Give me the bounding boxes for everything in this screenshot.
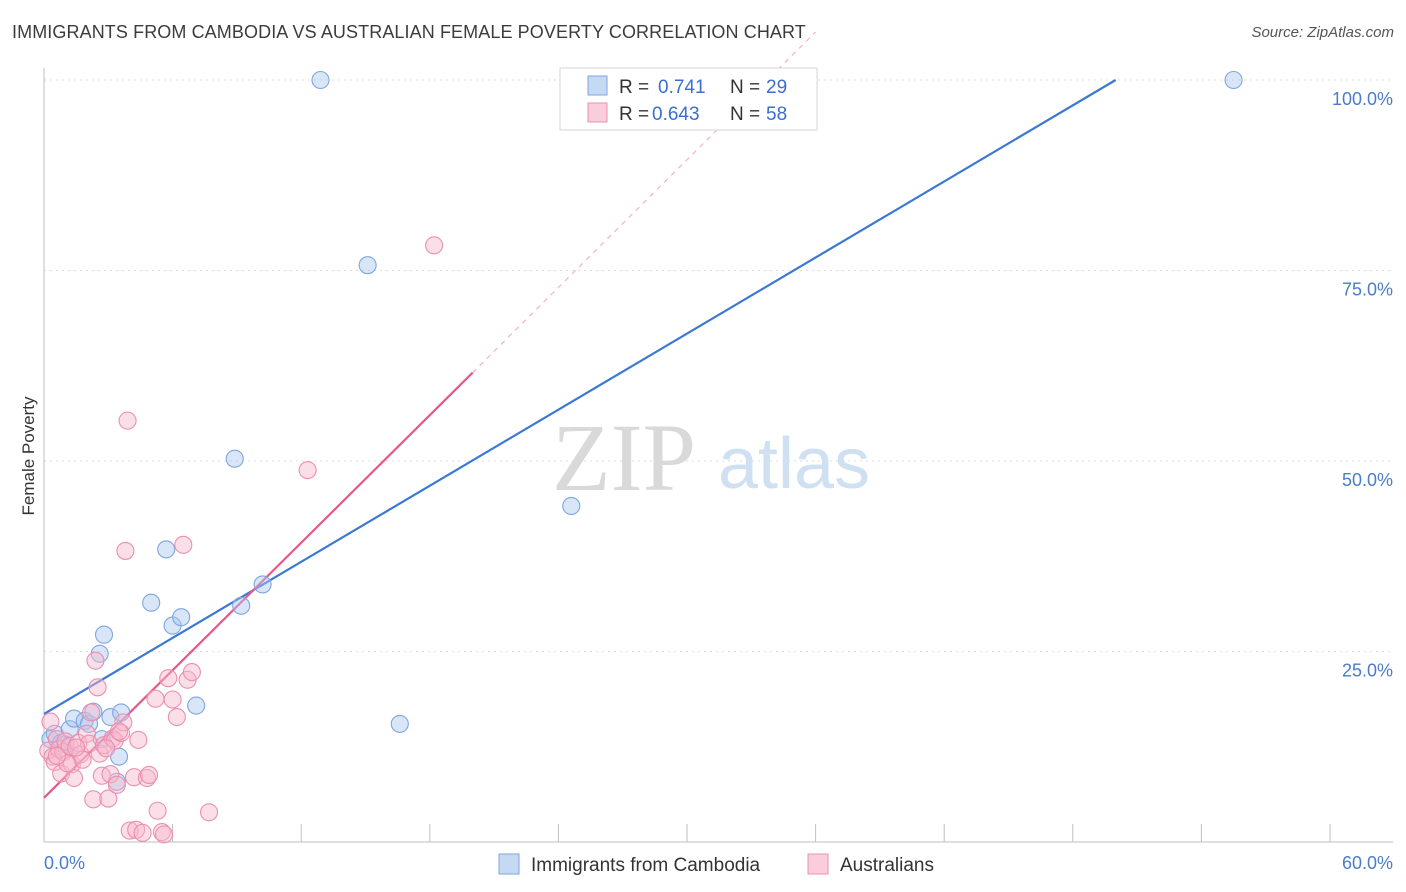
series-legend: Immigrants from Cambodia Australians xyxy=(498,853,934,876)
australians-point-42 xyxy=(152,823,171,842)
australians-point-56 xyxy=(97,739,116,758)
chart-title: IMMIGRANTS FROM CAMBODIA VS AUSTRALIAN F… xyxy=(12,22,806,42)
stats-legend-n-value-1: 29 xyxy=(766,77,787,98)
y-tick-label-100: 100.0% xyxy=(1332,89,1393,109)
australians-point-32 xyxy=(118,411,137,430)
cambodia-point-11 xyxy=(94,625,114,644)
australians-point-40 xyxy=(146,689,165,708)
australians-point-30 xyxy=(114,713,133,732)
y-axis-title: Female Poverty xyxy=(19,396,38,516)
cambodia-point-25 xyxy=(358,256,377,275)
australians-point-44 xyxy=(159,669,178,688)
stats-legend-n-label-2: N = xyxy=(730,104,760,125)
australians-point-39 xyxy=(139,765,159,784)
australians-point-19 xyxy=(86,651,105,670)
australians-point-38 xyxy=(137,768,156,788)
stats-legend-r-label-1: R = xyxy=(619,77,649,98)
australians-point-46 xyxy=(167,707,186,727)
stats-legend-n-value-2: 58 xyxy=(766,104,787,125)
australians-point-41 xyxy=(148,801,167,820)
cambodia-point-24 xyxy=(311,70,330,90)
australians-point-34 xyxy=(124,768,144,787)
watermark-zip: ZIP xyxy=(552,404,696,511)
cambodia-point-16 xyxy=(142,593,161,612)
stats-legend-r-label-2: R = xyxy=(619,104,649,125)
cambodia-point-26 xyxy=(390,714,409,733)
watermark-atlas: atlas xyxy=(718,424,870,504)
stats-legend: R = 0.741 N = 29 R = 0.643 N = 58 xyxy=(559,67,818,131)
legend-swatch-australians xyxy=(807,853,829,875)
australians-point-54 xyxy=(67,738,86,757)
x-tick-label-min: 0.0% xyxy=(44,853,85,873)
stats-legend-swatch-blue xyxy=(587,75,608,96)
australians-point-43 xyxy=(154,825,174,844)
stats-legend-swatch-pink xyxy=(587,102,608,123)
australians-point-57 xyxy=(109,722,129,741)
grid xyxy=(44,79,1393,652)
australians-point-50 xyxy=(199,803,219,822)
australians-point-25 xyxy=(101,765,120,784)
australians-point-31 xyxy=(116,541,135,560)
cambodia-point-22 xyxy=(232,596,251,615)
cambodia-point-19 xyxy=(172,608,191,627)
australians-point-24 xyxy=(99,789,118,808)
australians-point-36 xyxy=(129,730,148,749)
australians-point-17 xyxy=(82,703,101,722)
australians-point-52 xyxy=(425,236,444,255)
cambodia-point-23 xyxy=(253,575,272,594)
australians-point-18 xyxy=(84,790,103,809)
stats-legend-n-label-1: N = xyxy=(730,77,760,98)
australians-point-26 xyxy=(103,729,122,748)
y-tick-labels: 25.0% 50.0% 75.0% 100.0% xyxy=(1332,89,1393,681)
australians-point-51 xyxy=(298,461,317,480)
legend-swatch-cambodia xyxy=(498,853,520,875)
y-tick-label-75: 75.0% xyxy=(1342,280,1393,300)
australians-point-20 xyxy=(88,678,107,697)
x-tick-label-max: 60.0% xyxy=(1342,853,1393,873)
data-points xyxy=(39,70,1243,844)
australians-point-28 xyxy=(107,775,126,794)
source-label: Source: ZipAtlas.com xyxy=(1251,24,1394,41)
australians-point-45 xyxy=(163,690,182,709)
australians-point-37 xyxy=(133,823,152,842)
australians-point-55 xyxy=(47,746,66,765)
australians-point-1 xyxy=(41,712,60,731)
y-tick-label-50: 50.0% xyxy=(1342,470,1393,490)
australians-point-49 xyxy=(182,663,201,682)
cambodia-trend-line xyxy=(43,79,1117,715)
cambodia-point-28 xyxy=(1224,70,1243,90)
cambodia-point-20 xyxy=(187,696,206,715)
cambodia-point-17 xyxy=(157,540,176,559)
cambodia-point-27 xyxy=(562,496,581,516)
y-tick-label-25: 25.0% xyxy=(1342,661,1393,681)
cambodia-point-21 xyxy=(225,449,244,468)
australians-point-47 xyxy=(174,535,193,554)
legend-label-cambodia: Immigrants from Cambodia xyxy=(531,855,761,876)
stats-legend-r-value-2: 0.643 xyxy=(652,104,700,125)
legend-label-australians: Australians xyxy=(840,855,934,876)
watermark: ZIP atlas xyxy=(552,404,870,511)
australians-point-53 xyxy=(58,754,77,773)
stats-legend-r-value-1: 0.741 xyxy=(658,77,706,98)
